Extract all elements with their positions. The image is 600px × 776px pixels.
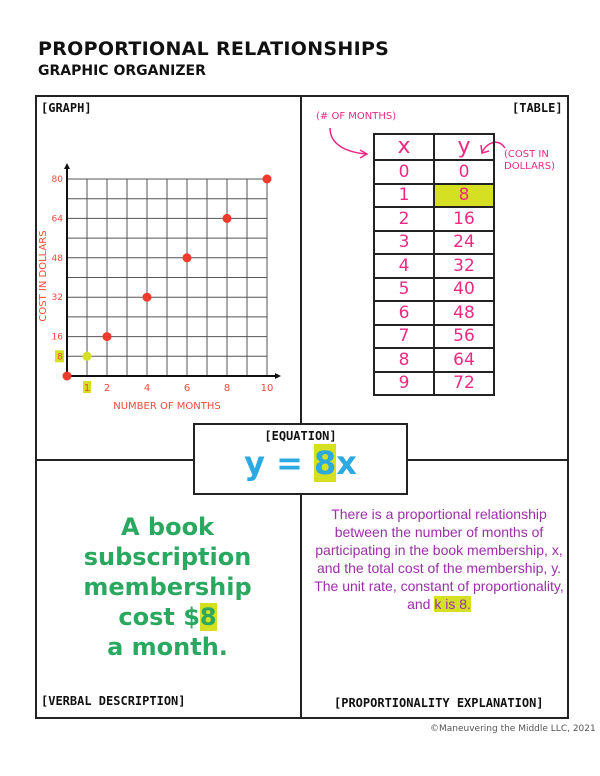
copyright: ©Maneuvering the Middle LLC, 2021 [430,724,596,734]
table-row: 8 64 [373,347,495,373]
table-row: 2 16 [373,206,495,232]
explanation-text: There is a proportional relationship bet… [314,506,564,612]
verbal-line: A book [120,513,215,541]
table-header-cell: y [433,133,495,161]
y-axis-label: COST IN DOLLARS [38,230,49,321]
table-cell: 0 [433,159,495,185]
x-tick-label: 2 [104,383,110,394]
y-tick-label: 32 [52,293,63,303]
data-point [262,174,272,184]
arrow-icon [64,163,70,169]
table-cell: 1 [373,182,435,208]
table-cell: 2 [373,206,435,232]
x-note: (# OF MONTHS) [316,111,397,122]
y-note-line: (COST IN [504,149,549,160]
y-tick-label: 8 [57,352,63,362]
table-cell: 32 [433,253,495,279]
equation: y = 8x [195,443,406,483]
verbal-text: cost $ [118,603,200,631]
graph-label: [GRAPH] [41,101,92,115]
x-tick-label: 4 [144,383,150,394]
y-tick-label: 48 [52,254,64,264]
table-cell: 8 [373,347,435,373]
verbal-label: [VERBAL DESCRIPTION] [41,694,186,708]
data-point [142,292,152,302]
equation-lhs: y = [244,444,303,482]
equation-k: 8 [314,444,337,482]
table-cell: 9 [373,370,435,396]
page-title: PROPORTIONAL RELATIONSHIPS [38,38,390,60]
x-tick-label: 6 [184,383,190,394]
tick-highlight [55,350,64,363]
y-tick-label: 16 [52,333,64,343]
verbal-line: subscription [83,543,252,571]
table-cell: 7 [373,323,435,349]
x-tick-label: 8 [224,383,230,394]
table-cell: 0 [373,159,435,185]
xy-table: x y 0 0 1 8 2 16 3 24 4 32 5 40 6 48 7 56 8 64 9 72 [373,133,495,396]
data-point [222,213,232,223]
table-label: [TABLE] [512,101,563,115]
table-cell: 4 [373,253,435,279]
table-cell: 24 [433,229,495,255]
page-subtitle: GRAPHIC ORGANIZER [38,63,206,79]
explanation-k: k is 8. [434,596,471,612]
table-row: 7 56 [373,323,495,349]
x-axis-label: NUMBER OF MONTHS [113,401,221,412]
verbal-line: membership [83,573,252,601]
table-cell: 64 [433,347,495,373]
table-row: 9 72 [373,370,495,396]
table-cell: 6 [373,300,435,326]
data-point [102,332,112,342]
table-cell: 48 [433,300,495,326]
table-cell: 5 [373,276,435,302]
arrow-icon [329,127,367,155]
table-cell: 56 [433,323,495,349]
graph-chart: 1 2 4 6 8 10 8 16 32 48 64 80 NUMBER OF MONTHS COST I… [38,163,281,412]
table-row: 6 48 [373,300,495,326]
table-cell: 40 [433,276,495,302]
equation-label: [EQUATION] [264,429,337,443]
table-row: 4 32 [373,253,495,279]
verbal-k: 8 [199,603,217,631]
table-row: 5 40 [373,276,495,302]
y-tick-label: 80 [52,175,64,185]
y-note: (COST IN DOLLARS) [504,149,555,173]
table-row: 3 24 [373,229,495,255]
organizer-frame [35,95,569,719]
data-point [62,371,72,381]
table-cell: 72 [433,370,495,396]
tick-highlight [83,381,91,393]
y-note-line: DOLLARS) [504,161,555,172]
table-cell: 16 [433,206,495,232]
explanation-label: [PROPORTIONALITY EXPLANATION] [334,696,544,710]
y-tick-label: 64 [52,214,64,224]
x-tick-label: 1 [84,383,90,394]
x-tick-label: 10 [261,383,274,394]
table-cell: 3 [373,229,435,255]
equation-x: x [336,444,357,482]
proportionality-explanation: There is a proportional relationship bet… [312,505,566,613]
arrow-icon [275,373,281,379]
vertical-divider [300,95,302,719]
data-point [182,253,192,263]
verbal-description: A book subscription membership cost $8 a… [60,512,275,662]
table-header-cell: x [373,133,435,161]
equation-box: [EQUATION] y = 8x [193,423,408,495]
data-point [82,351,92,361]
table-cell: 8 [433,182,495,208]
verbal-line: a month. [107,633,228,661]
verbal-line: cost $8 [60,602,275,632]
